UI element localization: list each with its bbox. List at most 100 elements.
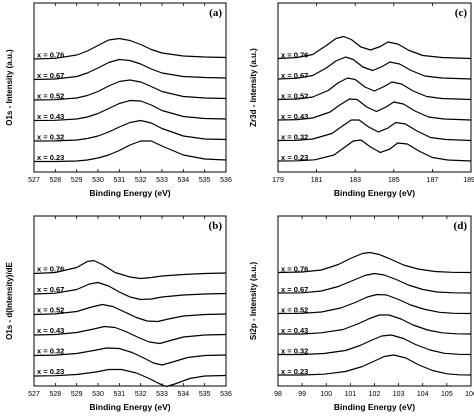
panel-letter: (c) (455, 7, 468, 19)
series-curve (34, 140, 227, 163)
series-curve (33, 58, 227, 81)
series-label: x = 0.32 (37, 347, 64, 356)
series-curve (33, 281, 227, 301)
series-curve (33, 325, 227, 345)
y-axis-label: Si2p - Intensity (a.u.) (249, 262, 258, 341)
series-curve (33, 37, 227, 60)
series-curve (33, 79, 227, 101)
x-tick-label: 187 (427, 177, 439, 184)
x-tick-label: 530 (92, 177, 104, 184)
y-axis-label: O1s - d(Intensity)/dE (5, 261, 14, 339)
series-label: x = 0.67 (281, 285, 308, 294)
x-axis-label: Binding Energy (eV) (89, 402, 170, 412)
series-curve (278, 354, 472, 376)
x-tick-label: 179 (272, 177, 284, 184)
series-curve (277, 35, 472, 60)
x-axis-label: Binding Energy (eV) (334, 402, 415, 412)
series-curve (277, 56, 472, 80)
series-curve (277, 251, 472, 274)
plot-frame (277, 2, 472, 173)
series-curve (277, 98, 472, 121)
x-tick-label: 531 (113, 391, 125, 398)
series-curve (33, 303, 227, 323)
x-tick-label: 532 (135, 391, 147, 398)
x-tick-label: 534 (177, 391, 189, 398)
series-label: x = 0.52 (37, 306, 64, 315)
series-label: x = 0.76 (281, 265, 308, 274)
y-axis-label: Zr3d - Intensity (a.u.) (249, 48, 258, 127)
series-label: x = 0.52 (37, 92, 64, 101)
series-curve (277, 119, 472, 142)
series-label: x = 0.32 (281, 133, 308, 142)
series-label: x = 0.67 (37, 285, 64, 294)
series-curve (277, 272, 472, 294)
x-tick-label: 536 (220, 177, 232, 184)
series-label: x = 0.76 (281, 51, 308, 60)
x-tick-label: 106 (465, 391, 474, 398)
series-label: x = 0.76 (37, 51, 64, 60)
series-label: x = 0.43 (37, 326, 64, 335)
series-curve (33, 347, 227, 366)
x-tick-label: 535 (199, 177, 211, 184)
series-label: x = 0.67 (281, 71, 308, 80)
series-label: x = 0.23 (281, 153, 308, 162)
x-tick-label: 181 (311, 177, 323, 184)
series-label: x = 0.67 (37, 71, 64, 80)
series-curve (277, 139, 472, 162)
x-tick-label: 101 (345, 391, 357, 398)
series-label: x = 0.43 (281, 112, 308, 121)
panel-letter: (d) (454, 220, 468, 232)
series-label: x = 0.43 (281, 326, 308, 335)
x-tick-label: 527 (28, 391, 40, 398)
x-tick-label: 100 (320, 391, 332, 398)
x-tick-label: 534 (177, 177, 189, 184)
x-tick-label: 532 (135, 177, 147, 184)
series-label: x = 0.76 (37, 265, 64, 274)
x-tick-label: 529 (71, 177, 83, 184)
x-tick-label: 104 (417, 391, 429, 398)
x-tick-label: 533 (156, 177, 168, 184)
x-tick-label: 536 (220, 391, 232, 398)
series-label: x = 0.43 (37, 112, 64, 121)
x-tick-label: 102 (369, 391, 381, 398)
chart-panel: 527 528 529 530 531 532 533 534 535 536 Binding En… (5, 2, 232, 198)
plot-frame (33, 215, 227, 387)
x-tick-label: 528 (49, 177, 61, 184)
series-curve (33, 368, 227, 388)
series-label: x = 0.32 (37, 133, 64, 142)
panel-letter: (b) (209, 220, 223, 232)
series-curve (278, 334, 472, 356)
series-curve (277, 77, 472, 101)
series-curve (278, 314, 472, 335)
chart-panel: 98 99 100 101 102 103 104 105 106 Binding Energy … (249, 215, 474, 412)
x-tick-label: 99 (298, 391, 306, 398)
x-tick-label: 185 (388, 177, 400, 184)
x-tick-label: 183 (349, 177, 361, 184)
x-tick-label: 529 (71, 391, 83, 398)
series-label: x = 0.23 (281, 367, 308, 376)
chart-panel: 179 181 183 185 187 1890 Binding Energy (eV) Zr… (249, 2, 474, 198)
series-curve (33, 259, 227, 280)
series-label: x = 0.23 (37, 153, 64, 162)
chart-panel: 527 528 529 530 531 532 533 534 535 536 Binding En… (5, 215, 232, 412)
plot-frame (33, 2, 227, 173)
x-tick-label: 533 (156, 391, 168, 398)
series-label: x = 0.52 (281, 92, 308, 101)
x-tick-label: 535 (199, 391, 211, 398)
x-tick-label: 105 (441, 391, 453, 398)
series-curve (277, 293, 472, 315)
x-axis-label: Binding Energy (eV) (89, 188, 170, 198)
x-tick-label: 98 (274, 391, 282, 398)
x-tick-label: 530 (92, 391, 104, 398)
x-tick-label: 527 (28, 177, 40, 184)
panel-letter: (a) (209, 7, 222, 19)
x-tick-label: 103 (393, 391, 405, 398)
x-tick-label: 531 (113, 177, 125, 184)
y-axis-label: O1s - Intensity (a.u.) (5, 49, 14, 126)
series-label: x = 0.23 (37, 367, 64, 376)
x-axis-label: Binding Energy (eV) (334, 188, 415, 198)
x-tick-label: 528 (49, 391, 61, 398)
series-label: x = 0.32 (281, 347, 308, 356)
series-label: x = 0.52 (281, 306, 308, 315)
